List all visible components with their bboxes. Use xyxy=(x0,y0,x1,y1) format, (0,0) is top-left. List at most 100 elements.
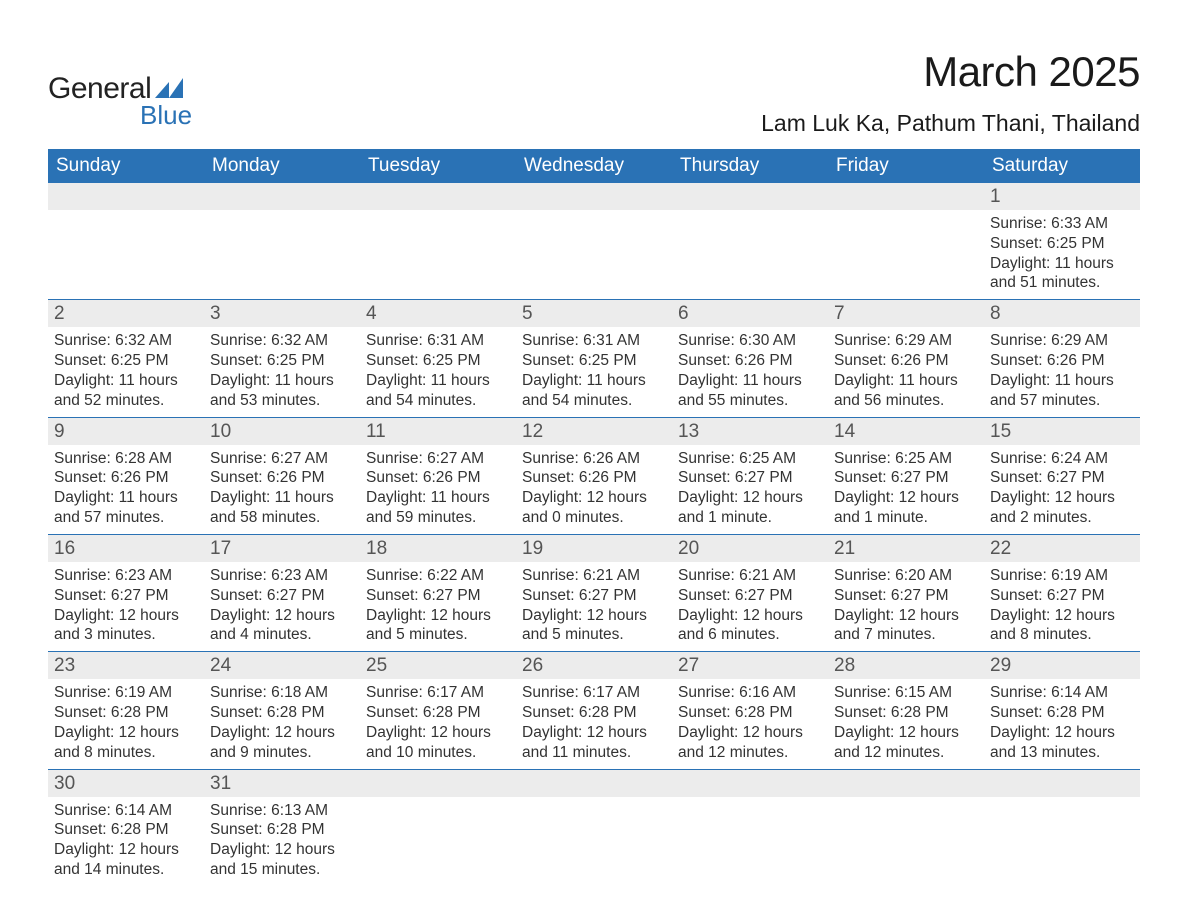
sunrise-line: Sunrise: 6:13 AM xyxy=(210,801,354,821)
sunrise-line: Sunrise: 6:23 AM xyxy=(210,566,354,586)
day-detail: Sunrise: 6:26 AMSunset: 6:26 PMDaylight:… xyxy=(516,445,672,535)
weekday-header: Sunday xyxy=(48,149,204,183)
day-detail: Sunrise: 6:20 AMSunset: 6:27 PMDaylight:… xyxy=(828,562,984,652)
day-detail: Sunrise: 6:21 AMSunset: 6:27 PMDaylight:… xyxy=(516,562,672,652)
day-detail xyxy=(516,210,672,300)
daylight-line: Daylight: 12 hours and 2 minutes. xyxy=(990,488,1134,528)
daylight-line: Daylight: 12 hours and 12 minutes. xyxy=(678,723,822,763)
day-number xyxy=(828,769,984,797)
day-number: 5 xyxy=(516,300,672,328)
sunrise-line: Sunrise: 6:24 AM xyxy=(990,449,1134,469)
day-detail: Sunrise: 6:15 AMSunset: 6:28 PMDaylight:… xyxy=(828,679,984,769)
day-detail: Sunrise: 6:32 AMSunset: 6:25 PMDaylight:… xyxy=(48,327,204,417)
day-number xyxy=(672,183,828,210)
day-detail: Sunrise: 6:13 AMSunset: 6:28 PMDaylight:… xyxy=(204,797,360,886)
daylight-line: Daylight: 11 hours and 51 minutes. xyxy=(990,254,1134,294)
detail-row: Sunrise: 6:33 AMSunset: 6:25 PMDaylight:… xyxy=(48,210,1140,300)
sunrise-line: Sunrise: 6:27 AM xyxy=(366,449,510,469)
logo-mark-icon xyxy=(155,78,183,98)
daynum-row: 2345678 xyxy=(48,300,1140,328)
weekday-header-row: SundayMondayTuesdayWednesdayThursdayFrid… xyxy=(48,149,1140,183)
sunrise-line: Sunrise: 6:20 AM xyxy=(834,566,978,586)
day-number: 28 xyxy=(828,652,984,680)
day-detail: Sunrise: 6:23 AMSunset: 6:27 PMDaylight:… xyxy=(204,562,360,652)
day-detail: Sunrise: 6:31 AMSunset: 6:25 PMDaylight:… xyxy=(516,327,672,417)
sunset-line: Sunset: 6:26 PM xyxy=(990,351,1134,371)
day-number: 27 xyxy=(672,652,828,680)
day-number: 29 xyxy=(984,652,1140,680)
day-detail xyxy=(672,797,828,886)
daylight-line: Daylight: 12 hours and 1 minute. xyxy=(834,488,978,528)
daylight-line: Daylight: 12 hours and 15 minutes. xyxy=(210,840,354,880)
day-number: 13 xyxy=(672,417,828,445)
daylight-line: Daylight: 12 hours and 4 minutes. xyxy=(210,606,354,646)
day-number: 15 xyxy=(984,417,1140,445)
sunrise-line: Sunrise: 6:32 AM xyxy=(54,331,198,351)
daylight-line: Daylight: 12 hours and 5 minutes. xyxy=(366,606,510,646)
daylight-line: Daylight: 12 hours and 8 minutes. xyxy=(54,723,198,763)
sunset-line: Sunset: 6:28 PM xyxy=(366,703,510,723)
daylight-line: Daylight: 12 hours and 11 minutes. xyxy=(522,723,666,763)
sunset-line: Sunset: 6:27 PM xyxy=(54,586,198,606)
day-detail: Sunrise: 6:29 AMSunset: 6:26 PMDaylight:… xyxy=(828,327,984,417)
daylight-line: Daylight: 12 hours and 13 minutes. xyxy=(990,723,1134,763)
daylight-line: Daylight: 12 hours and 10 minutes. xyxy=(366,723,510,763)
day-number: 17 xyxy=(204,534,360,562)
logo-word-1: General xyxy=(48,72,151,106)
sunrise-line: Sunrise: 6:16 AM xyxy=(678,683,822,703)
sunrise-line: Sunrise: 6:17 AM xyxy=(366,683,510,703)
sunrise-line: Sunrise: 6:29 AM xyxy=(834,331,978,351)
day-number xyxy=(48,183,204,210)
day-detail: Sunrise: 6:22 AMSunset: 6:27 PMDaylight:… xyxy=(360,562,516,652)
day-detail xyxy=(828,797,984,886)
daynum-row: 9101112131415 xyxy=(48,417,1140,445)
daylight-line: Daylight: 12 hours and 7 minutes. xyxy=(834,606,978,646)
day-number: 8 xyxy=(984,300,1140,328)
day-number: 14 xyxy=(828,417,984,445)
detail-row: Sunrise: 6:32 AMSunset: 6:25 PMDaylight:… xyxy=(48,327,1140,417)
daynum-row: 16171819202122 xyxy=(48,534,1140,562)
daylight-line: Daylight: 12 hours and 12 minutes. xyxy=(834,723,978,763)
sunset-line: Sunset: 6:28 PM xyxy=(210,820,354,840)
sunrise-line: Sunrise: 6:29 AM xyxy=(990,331,1134,351)
weekday-header: Wednesday xyxy=(516,149,672,183)
sunset-line: Sunset: 6:26 PM xyxy=(210,468,354,488)
sunrise-line: Sunrise: 6:22 AM xyxy=(366,566,510,586)
sunrise-line: Sunrise: 6:25 AM xyxy=(678,449,822,469)
day-number: 30 xyxy=(48,769,204,797)
day-number xyxy=(360,769,516,797)
sunset-line: Sunset: 6:27 PM xyxy=(678,468,822,488)
day-detail: Sunrise: 6:24 AMSunset: 6:27 PMDaylight:… xyxy=(984,445,1140,535)
sunset-line: Sunset: 6:28 PM xyxy=(834,703,978,723)
day-detail xyxy=(672,210,828,300)
daylight-line: Daylight: 12 hours and 3 minutes. xyxy=(54,606,198,646)
sunset-line: Sunset: 6:27 PM xyxy=(834,468,978,488)
sunset-line: Sunset: 6:25 PM xyxy=(210,351,354,371)
sunset-line: Sunset: 6:25 PM xyxy=(54,351,198,371)
day-number: 4 xyxy=(360,300,516,328)
weekday-header: Saturday xyxy=(984,149,1140,183)
sunset-line: Sunset: 6:27 PM xyxy=(522,586,666,606)
daylight-line: Daylight: 11 hours and 56 minutes. xyxy=(834,371,978,411)
sunset-line: Sunset: 6:28 PM xyxy=(54,703,198,723)
day-detail xyxy=(360,210,516,300)
daylight-line: Daylight: 12 hours and 6 minutes. xyxy=(678,606,822,646)
sunrise-line: Sunrise: 6:14 AM xyxy=(990,683,1134,703)
sunrise-line: Sunrise: 6:21 AM xyxy=(522,566,666,586)
day-detail: Sunrise: 6:27 AMSunset: 6:26 PMDaylight:… xyxy=(360,445,516,535)
daylight-line: Daylight: 11 hours and 55 minutes. xyxy=(678,371,822,411)
day-number: 18 xyxy=(360,534,516,562)
day-number: 21 xyxy=(828,534,984,562)
sunset-line: Sunset: 6:27 PM xyxy=(210,586,354,606)
sunset-line: Sunset: 6:28 PM xyxy=(522,703,666,723)
sunset-line: Sunset: 6:26 PM xyxy=(366,468,510,488)
daylight-line: Daylight: 11 hours and 57 minutes. xyxy=(990,371,1134,411)
day-number: 19 xyxy=(516,534,672,562)
day-detail: Sunrise: 6:27 AMSunset: 6:26 PMDaylight:… xyxy=(204,445,360,535)
sunset-line: Sunset: 6:25 PM xyxy=(990,234,1134,254)
daylight-line: Daylight: 11 hours and 54 minutes. xyxy=(522,371,666,411)
day-detail: Sunrise: 6:19 AMSunset: 6:28 PMDaylight:… xyxy=(48,679,204,769)
logo-word-2: Blue xyxy=(140,100,192,131)
day-detail: Sunrise: 6:25 AMSunset: 6:27 PMDaylight:… xyxy=(828,445,984,535)
day-number: 22 xyxy=(984,534,1140,562)
